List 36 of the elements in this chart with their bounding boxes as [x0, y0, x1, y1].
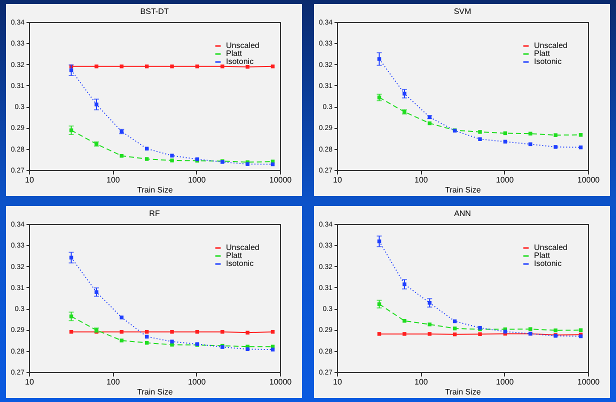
x-axis-title: Train Size [445, 186, 482, 194]
legend-label: Isotonic [534, 57, 562, 66]
legend-label: Unscaled [226, 41, 260, 50]
x-tick-label: 10000 [577, 176, 600, 184]
legend-label: Platt [226, 251, 243, 260]
chart-title: BST-DT [140, 7, 169, 16]
x-tick-label: 10000 [269, 378, 292, 386]
legend-label: Platt [226, 49, 243, 58]
chart-title: ANN [454, 209, 472, 218]
chart-title: SVM [454, 7, 472, 16]
x-tick-label: 100 [414, 176, 428, 184]
x-axis-title: Train Size [445, 388, 482, 396]
x-tick-label: 10000 [269, 176, 292, 184]
x-tick-label: 10 [25, 176, 34, 184]
legend-label: Isotonic [226, 259, 254, 268]
x-axis-title: Train Size [137, 388, 174, 396]
x-tick-label: 1000 [496, 176, 514, 184]
x-tick-label: 100 [106, 378, 120, 386]
legend-label: Unscaled [534, 41, 568, 50]
legend-label: Unscaled [226, 243, 260, 252]
x-tick-label: 10 [333, 378, 342, 386]
legend-label: Platt [534, 49, 551, 58]
chart-title: RF [149, 209, 160, 218]
x-tick-label: 10 [333, 176, 342, 184]
x-axis-title: Train Size [137, 186, 174, 194]
x-tick-label: 1000 [188, 176, 206, 184]
legend-label: Unscaled [534, 243, 568, 252]
legend-label: Isotonic [534, 259, 562, 268]
x-tick-label: 100 [106, 176, 120, 184]
legend-label: Isotonic [226, 57, 254, 66]
legend-label: Platt [534, 251, 551, 260]
x-tick-label: 1000 [188, 378, 206, 386]
x-tick-label: 100 [414, 378, 428, 386]
x-tick-label: 10000 [577, 378, 600, 386]
x-tick-label: 10 [25, 378, 34, 386]
x-tick-label: 1000 [496, 378, 514, 386]
